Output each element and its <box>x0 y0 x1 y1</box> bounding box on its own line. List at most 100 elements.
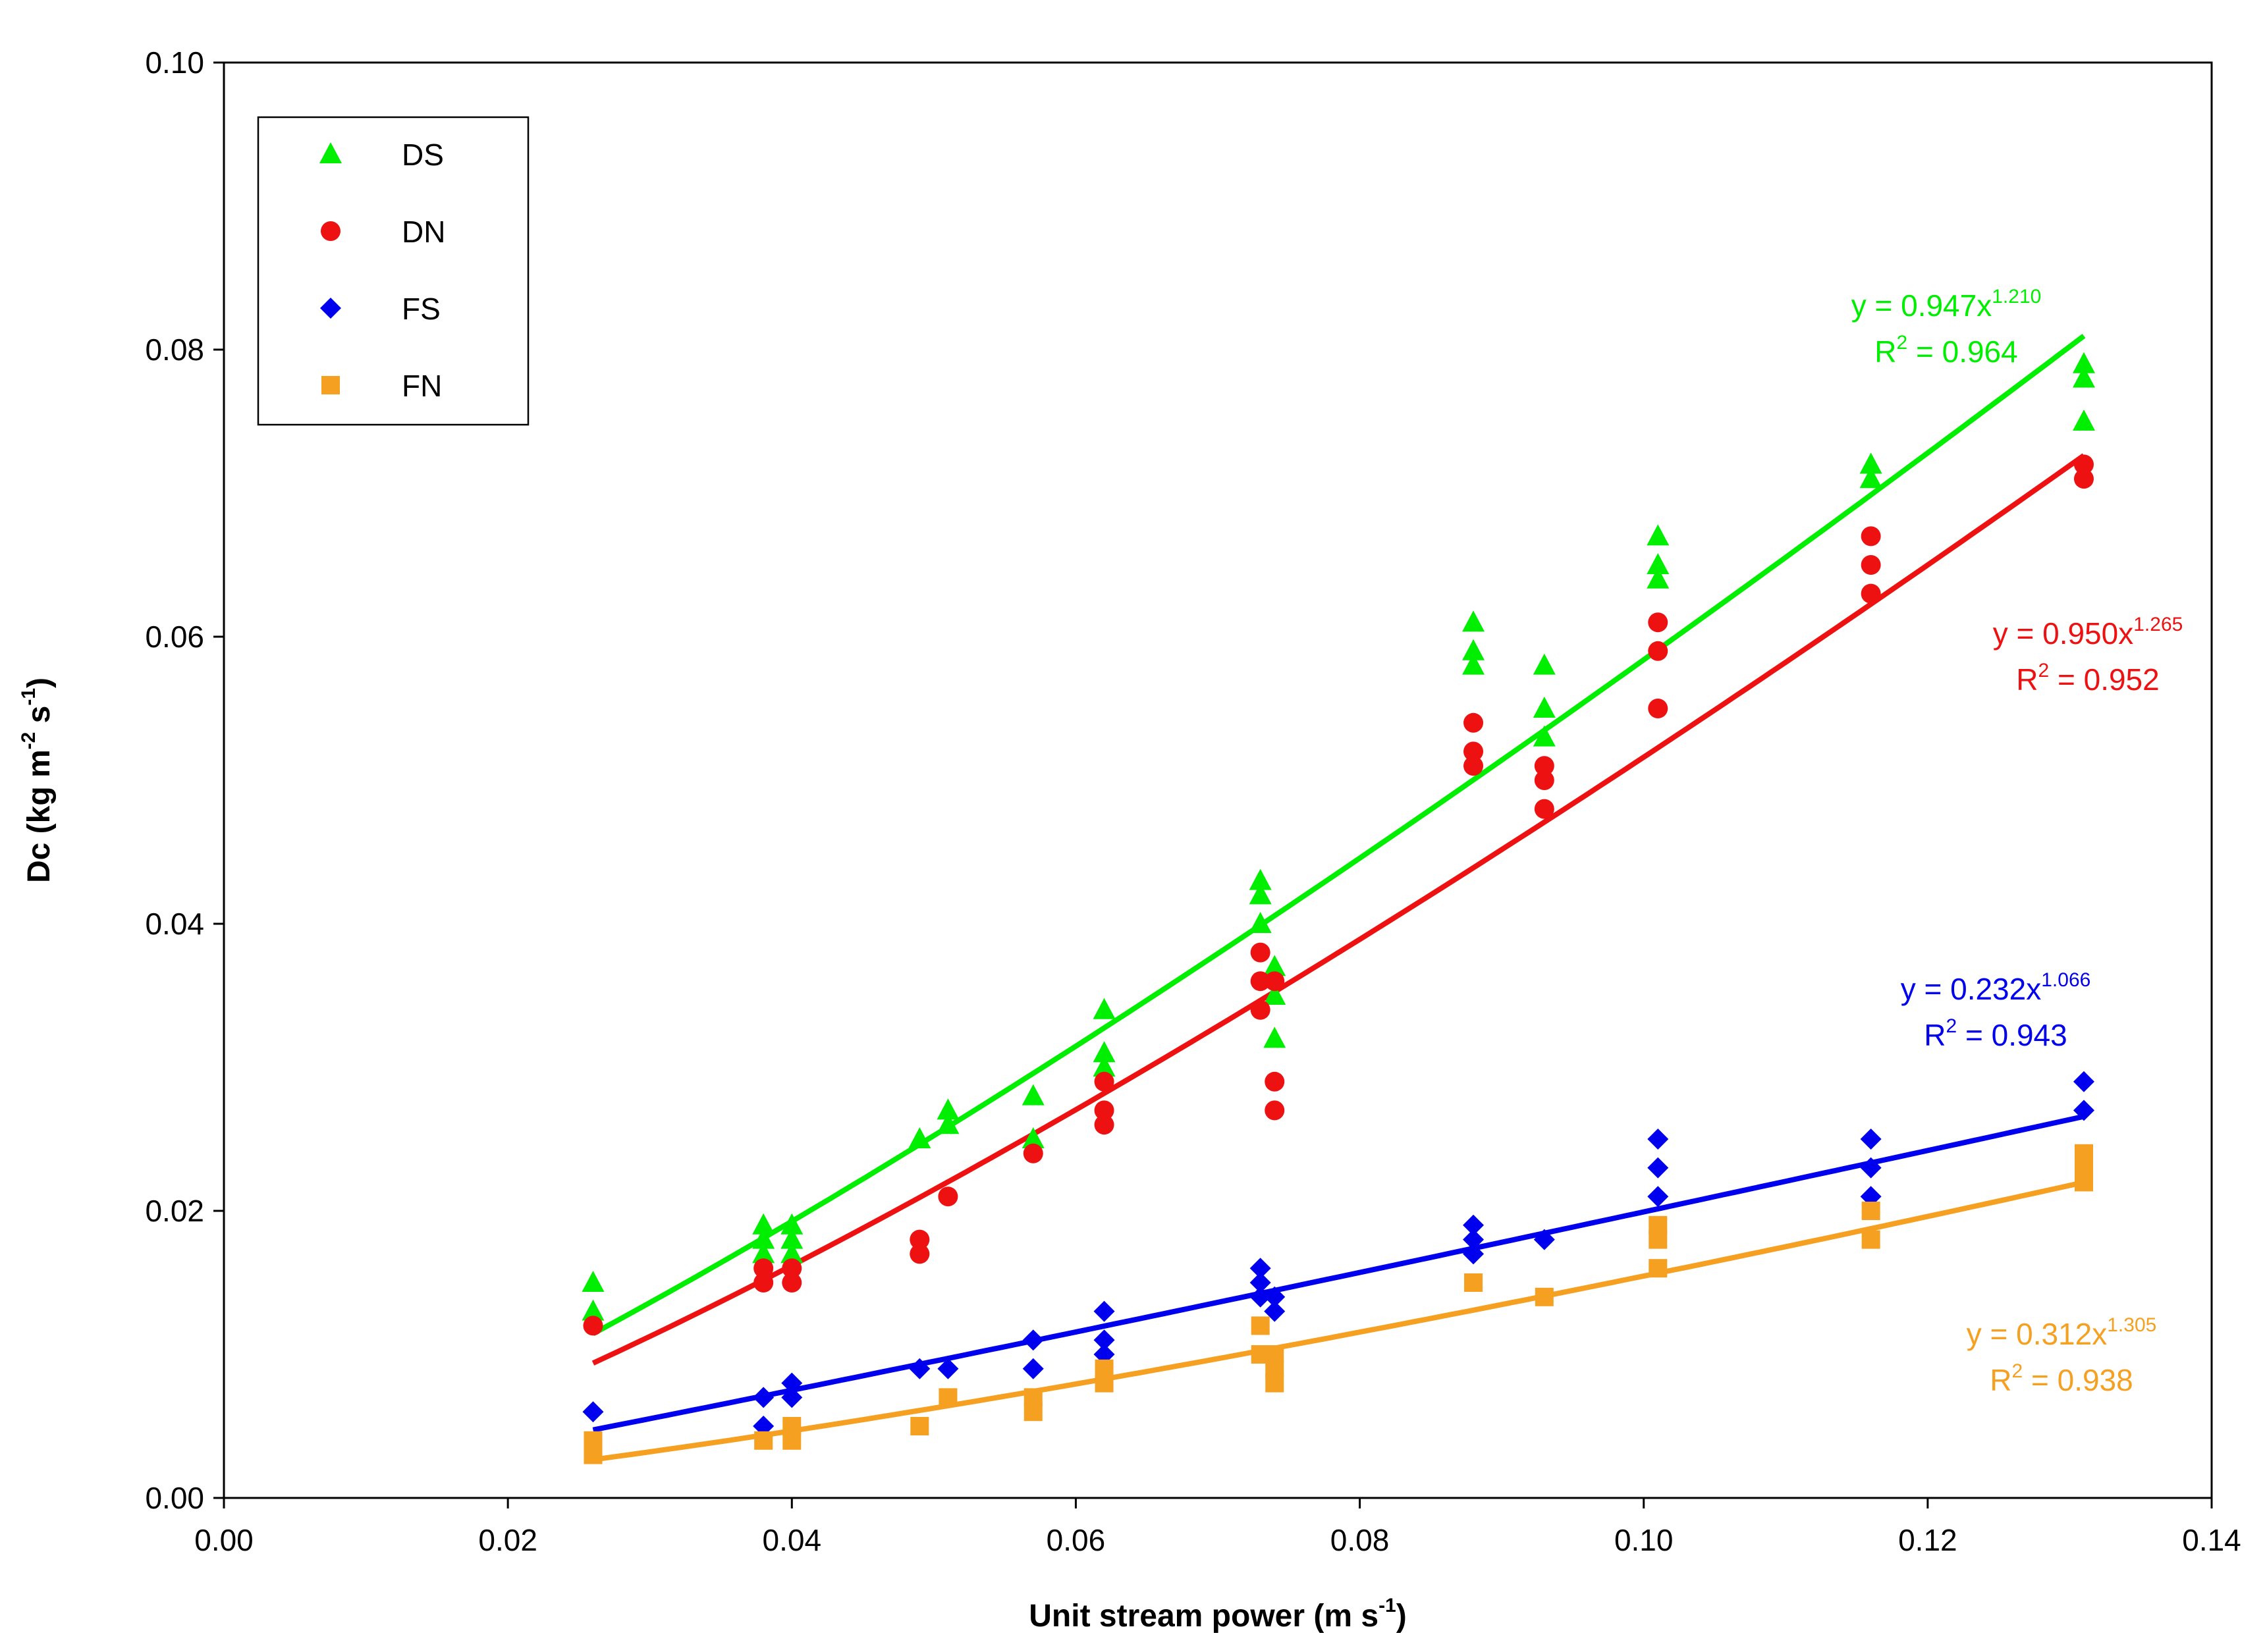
fit-equations: y = 0.947x1.210 R2 = 0.964 y = 0.950x1.265… <box>1851 286 2183 1397</box>
point-ds <box>1533 725 1556 747</box>
point-fs <box>1093 1300 1115 1322</box>
point-dn <box>1250 999 1270 1020</box>
point-ds <box>582 1271 605 1292</box>
point-fs <box>2073 1071 2094 1092</box>
point-dn <box>1463 712 1484 733</box>
point-ds <box>1093 998 1116 1019</box>
point-ds <box>1859 452 1882 474</box>
point-fs <box>781 1387 803 1408</box>
point-ds <box>1533 653 1556 675</box>
legend-marker-ds <box>319 142 342 163</box>
point-fn <box>1251 1316 1270 1335</box>
y-tick-label: 0.02 <box>145 1194 204 1228</box>
point-ds <box>2072 366 2095 388</box>
r-squared-fn: R2 = 0.938 <box>1990 1360 2133 1397</box>
legend-box <box>257 116 530 426</box>
point-fs <box>753 1387 775 1408</box>
x-tick-label: 0.14 <box>2182 1523 2241 1557</box>
point-dn <box>1265 1071 1285 1092</box>
point-fn <box>939 1388 958 1407</box>
point-ds <box>1022 1084 1045 1106</box>
point-ds <box>1533 697 1556 718</box>
r-squared-ds: R2 = 0.964 <box>1874 332 2017 369</box>
point-fs <box>1463 1214 1485 1236</box>
point-fs <box>1264 1286 1286 1308</box>
point-fs <box>1249 1258 1271 1279</box>
legend-marker-fn <box>321 376 340 394</box>
point-ds <box>1647 567 1670 589</box>
point-fs <box>909 1358 931 1379</box>
point-dn <box>1094 1071 1114 1092</box>
point-ds <box>2072 352 2095 373</box>
point-fs <box>1093 1329 1115 1351</box>
point-dn <box>1250 971 1270 992</box>
point-fs <box>1463 1229 1485 1250</box>
point-ds <box>1859 467 1882 489</box>
point-dn <box>1534 756 1554 776</box>
point-fn <box>910 1417 929 1435</box>
legend-label-fn: FN <box>402 369 442 403</box>
point-fn <box>2074 1173 2093 1192</box>
x-tick-label: 0.02 <box>478 1523 537 1557</box>
point-ds <box>1462 639 1485 660</box>
point-ds <box>780 1242 804 1264</box>
point-fn <box>1861 1202 1880 1220</box>
point-fs <box>1463 1243 1485 1265</box>
point-ds <box>1249 883 1272 905</box>
point-fs <box>1022 1329 1044 1351</box>
point-ds <box>1093 1055 1116 1077</box>
point-ds <box>1249 912 1272 933</box>
y-axis: 0.00 0.02 0.04 0.06 0.08 0.10 <box>145 45 224 1515</box>
legend-label-dn: DN <box>402 215 445 249</box>
point-ds <box>752 1213 775 1235</box>
point-fn <box>1265 1373 1284 1393</box>
point-fs <box>937 1358 959 1379</box>
plot-area <box>223 61 2213 1499</box>
equation-fn: y = 0.312x1.305 <box>1967 1314 2157 1351</box>
trend-lines <box>591 334 2086 1462</box>
point-fs <box>781 1372 803 1394</box>
legend-label-fs: FS <box>402 292 441 326</box>
y-tick-label: 0.00 <box>145 1481 204 1515</box>
point-fn <box>1861 1230 1880 1249</box>
point-ds <box>752 1227 775 1249</box>
data-points <box>582 352 2095 1464</box>
legend-marker-dn <box>321 221 341 241</box>
x-axis-label: Unit stream power (m s-1) <box>1029 1595 1406 1634</box>
point-fs <box>1647 1157 1669 1179</box>
point-dn <box>753 1273 774 1292</box>
point-fs <box>1533 1229 1555 1250</box>
equation-ds: y = 0.947x1.210 <box>1851 286 2042 323</box>
point-ds <box>908 1127 931 1148</box>
x-tick-label: 0.08 <box>1330 1523 1390 1557</box>
point-fs <box>2073 1100 2094 1121</box>
point-ds <box>1462 610 1485 632</box>
y-tick-label: 0.06 <box>145 620 204 654</box>
trend-line-fn <box>592 1179 2085 1462</box>
x-tick-label: 0.00 <box>194 1523 254 1557</box>
point-fs <box>1860 1129 1882 1150</box>
point-ds <box>1462 653 1485 675</box>
point-fn <box>1023 1402 1043 1422</box>
point-dn <box>1463 741 1484 762</box>
point-ds <box>1647 553 1670 574</box>
point-dn <box>1265 971 1285 992</box>
point-dn <box>1861 555 1881 575</box>
point-dn <box>1094 1115 1114 1135</box>
y-axis-label: Dc (kg m-2 s-1) <box>18 678 57 883</box>
point-dn <box>910 1229 930 1250</box>
point-ds <box>1249 868 1272 890</box>
point-dn <box>938 1186 958 1207</box>
trend-line-dn <box>591 453 2086 1366</box>
legend-marker-fs <box>320 298 341 319</box>
point-ds <box>780 1213 804 1235</box>
trend-line-ds <box>591 334 2086 1337</box>
point-dn <box>1250 942 1270 963</box>
x-axis: 0.00 0.02 0.04 0.06 0.08 0.10 0.12 0.14 <box>194 1498 2241 1557</box>
point-fn <box>782 1431 802 1450</box>
x-tick-label: 0.10 <box>1614 1523 1674 1557</box>
point-dn <box>782 1258 802 1279</box>
point-dn <box>1463 756 1484 776</box>
point-dn <box>1534 799 1554 819</box>
point-fs <box>1249 1272 1271 1293</box>
